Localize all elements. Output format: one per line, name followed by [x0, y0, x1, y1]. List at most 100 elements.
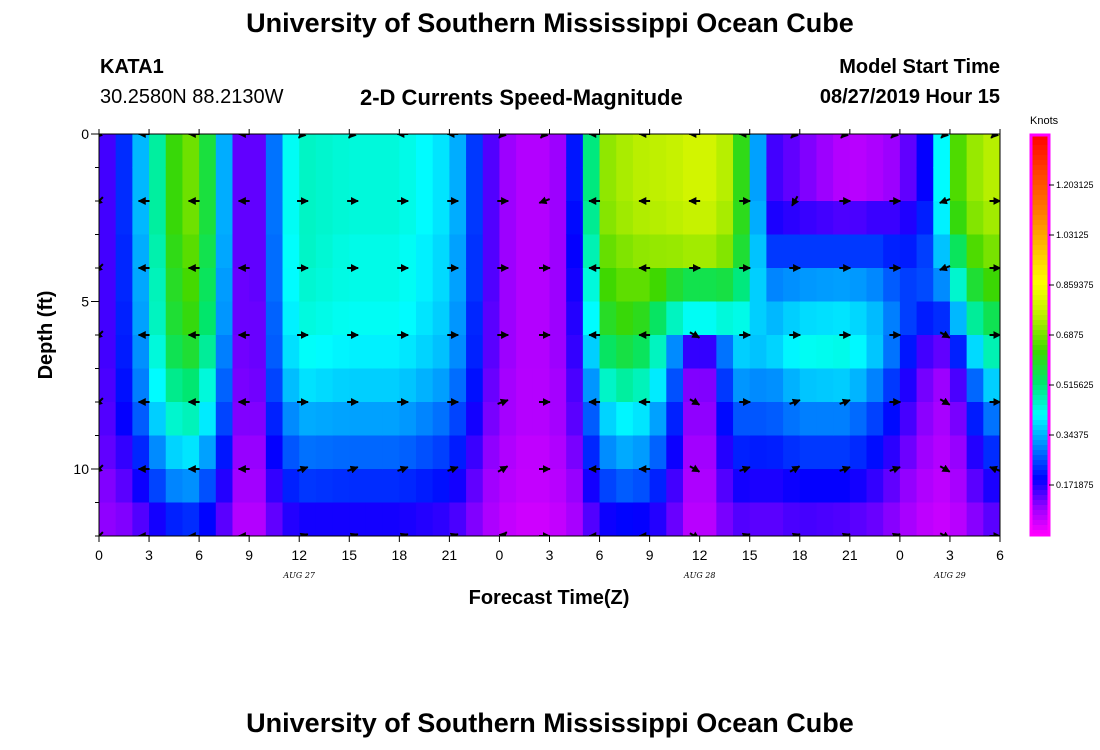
heatmap-cell: [566, 435, 584, 470]
heatmap-cell: [532, 469, 551, 504]
colorbar-segment: [1031, 425, 1049, 431]
heatmap-cell: [566, 335, 584, 370]
heatmap-cell: [182, 402, 200, 437]
heatmap-cell: [682, 167, 701, 202]
heatmap-cell: [399, 301, 417, 336]
heatmap-cell: [582, 234, 601, 269]
heatmap-cell: [599, 301, 617, 336]
heatmap-cell: [783, 435, 801, 470]
heatmap-cell: [282, 134, 300, 169]
heatmap-cell: [883, 435, 901, 470]
heatmap-cell: [165, 134, 184, 169]
heatmap-cell: [966, 368, 984, 403]
heatmap-cell: [599, 234, 617, 269]
heatmap-cell: [682, 469, 701, 504]
heatmap-cell: [933, 134, 951, 169]
heatmap-cell: [549, 469, 567, 504]
plot-title: 2-D Currents Speed-Magnitude: [360, 85, 683, 110]
heatmap-cell: [566, 368, 584, 403]
date-label: AUG 27: [282, 571, 316, 580]
page-title: University of Southern Mississippi Ocean…: [246, 8, 854, 38]
heatmap-cell: [282, 301, 300, 336]
heatmap-cell: [699, 502, 717, 536]
y-tick-label: 0: [81, 126, 89, 142]
heatmap-cell: [616, 268, 634, 303]
heatmap-cell: [215, 167, 234, 202]
heatmap-cell: [983, 268, 1000, 303]
heatmap-cell: [99, 301, 117, 336]
heatmap-cell: [516, 134, 534, 169]
heatmap-cell: [315, 402, 334, 437]
heatmap-cell: [816, 502, 834, 536]
heatmap-cell: [399, 134, 417, 169]
heatmap-cell: [666, 134, 684, 169]
heatmap-cell: [616, 167, 634, 202]
heatmap-cell: [682, 368, 701, 403]
heatmap-cell: [365, 335, 384, 370]
current-vector-arrow: [498, 531, 508, 536]
heatmap-cell: [849, 301, 868, 336]
heatmap-cell: [899, 301, 918, 336]
x-tick-label: 6: [596, 547, 604, 563]
heatmap-cell: [949, 167, 968, 202]
heatmap-cell: [566, 134, 584, 169]
heatmap-cell: [299, 402, 317, 437]
heatmap-cell: [933, 435, 951, 470]
heatmap-cell: [682, 435, 701, 470]
heatmap-cell: [199, 502, 217, 536]
colorbar-segment: [1031, 380, 1049, 386]
heatmap-cell: [449, 368, 467, 403]
colorbar-segment: [1031, 285, 1049, 291]
heatmap-cell: [432, 335, 450, 370]
heatmap-cell: [749, 268, 768, 303]
heatmap-cell: [599, 435, 617, 470]
colorbar-segment: [1031, 350, 1049, 356]
heatmap-cell: [149, 402, 167, 437]
colorbar-segment: [1031, 185, 1049, 191]
heatmap-cell: [799, 234, 818, 269]
x-tick-label: 15: [742, 547, 758, 563]
heatmap-cell: [983, 502, 1000, 536]
colorbar-segment: [1031, 210, 1049, 216]
heatmap-cell: [182, 134, 200, 169]
heatmap-cell: [516, 301, 534, 336]
x-axis: 0 3 6 9 12 15 18 21 0 3 6 9 12 15 18 21 0 3 6 AUG 27 AUG 28 A…: [95, 129, 1004, 580]
heatmap-cell: [349, 234, 367, 269]
heatmap-cell: [416, 469, 434, 504]
heatmap-cell: [516, 435, 534, 470]
colorbar-segment: [1031, 245, 1049, 251]
heatmap-cell: [282, 201, 300, 236]
heatmap-cell: [516, 502, 534, 536]
heatmap-cell: [649, 402, 667, 437]
heatmap-cell: [215, 234, 234, 269]
heatmap-cell: [766, 469, 784, 504]
heatmap-cell: [699, 201, 717, 236]
heatmap-cell: [315, 134, 334, 169]
heatmap-cell: [899, 469, 918, 504]
colorbar-segment: [1031, 340, 1049, 346]
heatmap-cell: [549, 502, 567, 536]
heatmap-cell: [566, 167, 584, 202]
colorbar-segment: [1031, 440, 1049, 446]
heatmap-cell: [566, 469, 584, 504]
heatmap-cell: [616, 234, 634, 269]
heatmap-cell: [399, 201, 417, 236]
heatmap-cell: [315, 234, 334, 269]
heatmap-cell: [532, 134, 551, 169]
heatmap-cell: [799, 167, 818, 202]
heatmap-cell: [516, 335, 534, 370]
heatmap-cell: [215, 134, 234, 169]
heatmap-cell: [115, 502, 133, 536]
heatmap-cell: [115, 234, 133, 269]
heatmap-cell: [532, 234, 551, 269]
heatmap-cell: [966, 268, 984, 303]
heatmap-cell: [265, 167, 284, 202]
heatmap-cell: [916, 402, 934, 437]
heatmap-cell: [783, 335, 801, 370]
heatmap-cell: [416, 201, 434, 236]
heatmap-cell: [949, 502, 968, 536]
heatmap-cell: [816, 368, 834, 403]
heatmap-cell: [799, 402, 818, 437]
colorbar-segment: [1031, 275, 1049, 281]
